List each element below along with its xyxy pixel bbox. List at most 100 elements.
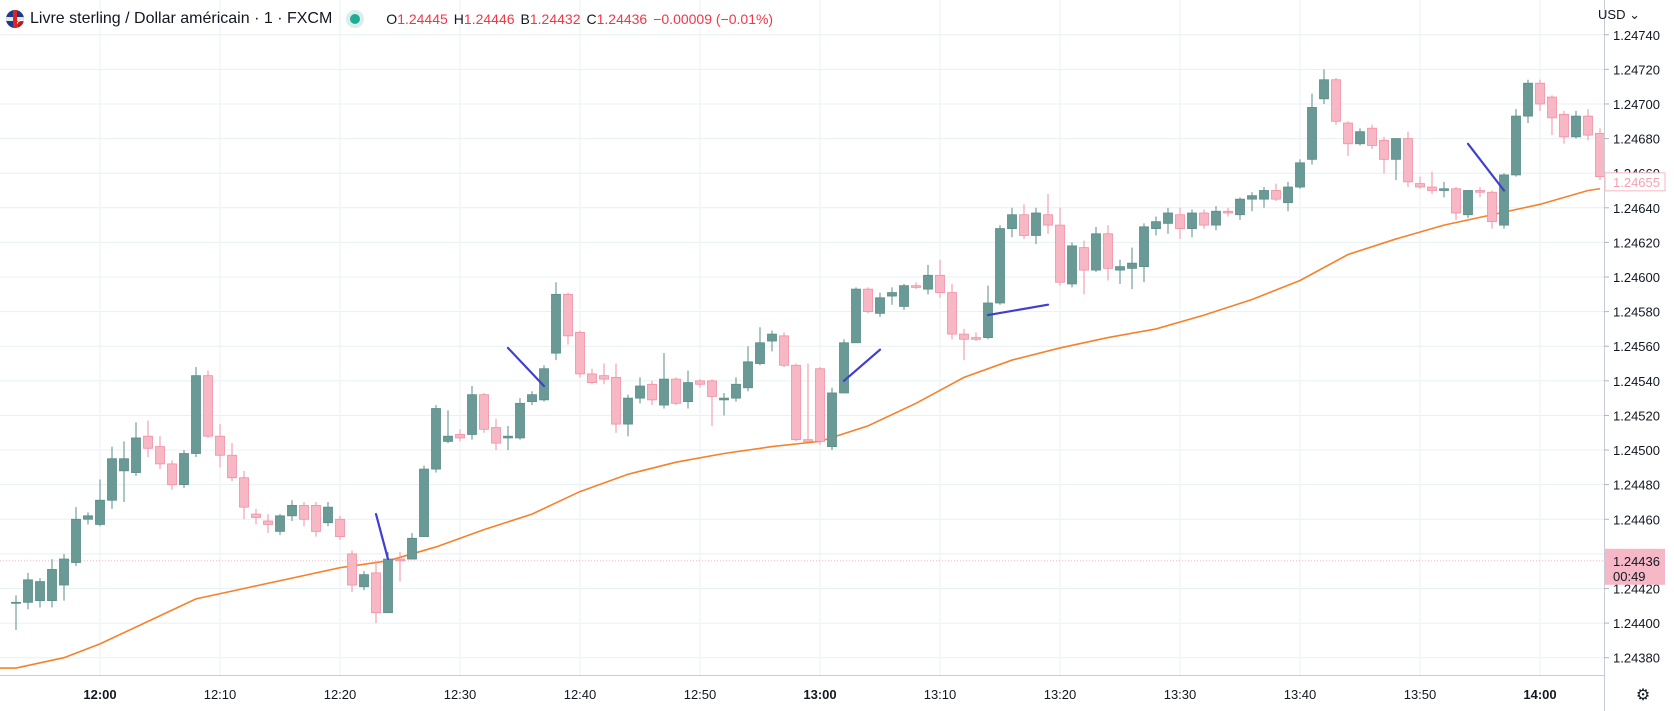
candle-body (83, 515, 93, 520)
y-tick-label: 1.24680 (1613, 132, 1660, 147)
candle-body (299, 505, 309, 520)
candle-up (1307, 93, 1317, 165)
currency-label[interactable]: USD (1598, 7, 1626, 22)
chevron-down-icon[interactable]: ⌄ (1629, 7, 1640, 22)
candle-body (383, 558, 393, 614)
close-label: C (586, 11, 597, 27)
x-tick-label: 13:20 (1044, 687, 1077, 702)
x-tick-label: 13:50 (1404, 687, 1437, 702)
candle-body (359, 574, 369, 588)
candle-body (467, 394, 477, 435)
candle-down (1379, 136, 1389, 174)
candle-down (863, 287, 873, 314)
candle-down (227, 443, 237, 482)
candle-down (1535, 79, 1545, 111)
candle-down (791, 363, 801, 442)
candle-up (107, 446, 117, 509)
candle-down (311, 501, 321, 537)
candle-body (11, 601, 21, 604)
y-tick-label: 1.24400 (1613, 616, 1660, 631)
candle-body (1559, 113, 1569, 138)
candle-body (203, 375, 213, 437)
x-tick-label: 12:00 (83, 687, 116, 702)
price-scale-background (1604, 0, 1674, 711)
candle-up (1151, 216, 1161, 236)
trend-mark-line (374, 512, 390, 561)
candle-up (1091, 226, 1101, 272)
candle-up (95, 479, 105, 527)
candle-body (1295, 162, 1305, 188)
candle-body (791, 364, 801, 441)
candle-down (1559, 110, 1569, 144)
close-value: 1.24436 (596, 11, 648, 27)
candle-down (1055, 207, 1065, 286)
candle-body (1127, 262, 1137, 269)
candle-body (1259, 190, 1269, 200)
candle-body (947, 292, 957, 335)
candle-body (1175, 214, 1185, 229)
current-price-label: 1.24436 (1613, 554, 1660, 569)
price-scale[interactable]: 1.247401.247201.247001.246801.246601.246… (1604, 0, 1674, 711)
x-tick-label: 13:30 (1164, 687, 1197, 702)
candle-body (1319, 79, 1329, 100)
candle-body (1271, 190, 1281, 200)
time-scale[interactable]: 12:00 12:10 12:20 12:30 12:40 12:50 13:00 13:10… (0, 675, 1604, 703)
candle-down (215, 424, 225, 468)
candle-body (1391, 138, 1401, 160)
usd-flag-icon (16, 20, 24, 28)
market-status-icon[interactable] (350, 14, 361, 24)
candle-down (1331, 78, 1341, 125)
symbol-title[interactable]: Livre sterling / Dollar américain · 1 · … (30, 10, 333, 27)
candle-body (59, 558, 69, 586)
grid-lines (0, 0, 1604, 675)
candle-up (515, 398, 525, 440)
y-tick-label: 1.24560 (1613, 339, 1660, 354)
candle-body (719, 397, 729, 401)
high-label: H (453, 11, 464, 27)
candle-down (779, 332, 789, 367)
candle-down (203, 370, 213, 438)
candle-body (1103, 233, 1113, 269)
x-tick-label: 13:40 (1284, 687, 1317, 702)
candle-down (1223, 207, 1233, 217)
candle-body (923, 274, 933, 290)
candle-body (539, 368, 549, 401)
candle-body (875, 297, 885, 314)
candle-body (743, 361, 753, 389)
candle-up (23, 572, 33, 610)
candle-down (395, 552, 405, 582)
high-value: 1.24446 (463, 11, 515, 27)
trend-mark-line (986, 303, 1050, 317)
candle-body (863, 288, 873, 313)
candle-up (131, 422, 141, 477)
change-value: −0.00009 (−0.01%) (653, 11, 774, 27)
candle-body (275, 515, 285, 532)
candle-up (1115, 259, 1125, 284)
candle-body (599, 375, 609, 380)
candle-body (1355, 131, 1365, 145)
candle-up (767, 330, 777, 352)
legend-header: Livre sterling / Dollar américain · 1 · … (6, 8, 773, 30)
candle-up (659, 353, 669, 409)
candle-down (971, 332, 981, 342)
x-tick-label: 14:00 (1523, 687, 1556, 702)
candle-body (119, 458, 129, 472)
y-tick-label: 1.24500 (1613, 443, 1660, 458)
candle-body (215, 435, 225, 456)
ohlc-values: O1.24445 H1.24446 B1.24432 C1.24436 −0.0… (386, 11, 773, 27)
candle-body (1475, 190, 1485, 193)
currency-selector[interactable]: USD ⌄ (1598, 7, 1640, 23)
candle-body (779, 335, 789, 366)
candle-body (287, 505, 297, 517)
candle-body (371, 572, 381, 614)
candle-down (1019, 204, 1029, 239)
settings-gear-icon[interactable]: ⚙ (1635, 687, 1651, 704)
candle-up (191, 366, 201, 457)
candle-body (1187, 212, 1197, 229)
candle-body (755, 342, 765, 364)
candle-body (731, 383, 741, 399)
candle-up (683, 370, 693, 409)
candle-down (263, 514, 273, 534)
